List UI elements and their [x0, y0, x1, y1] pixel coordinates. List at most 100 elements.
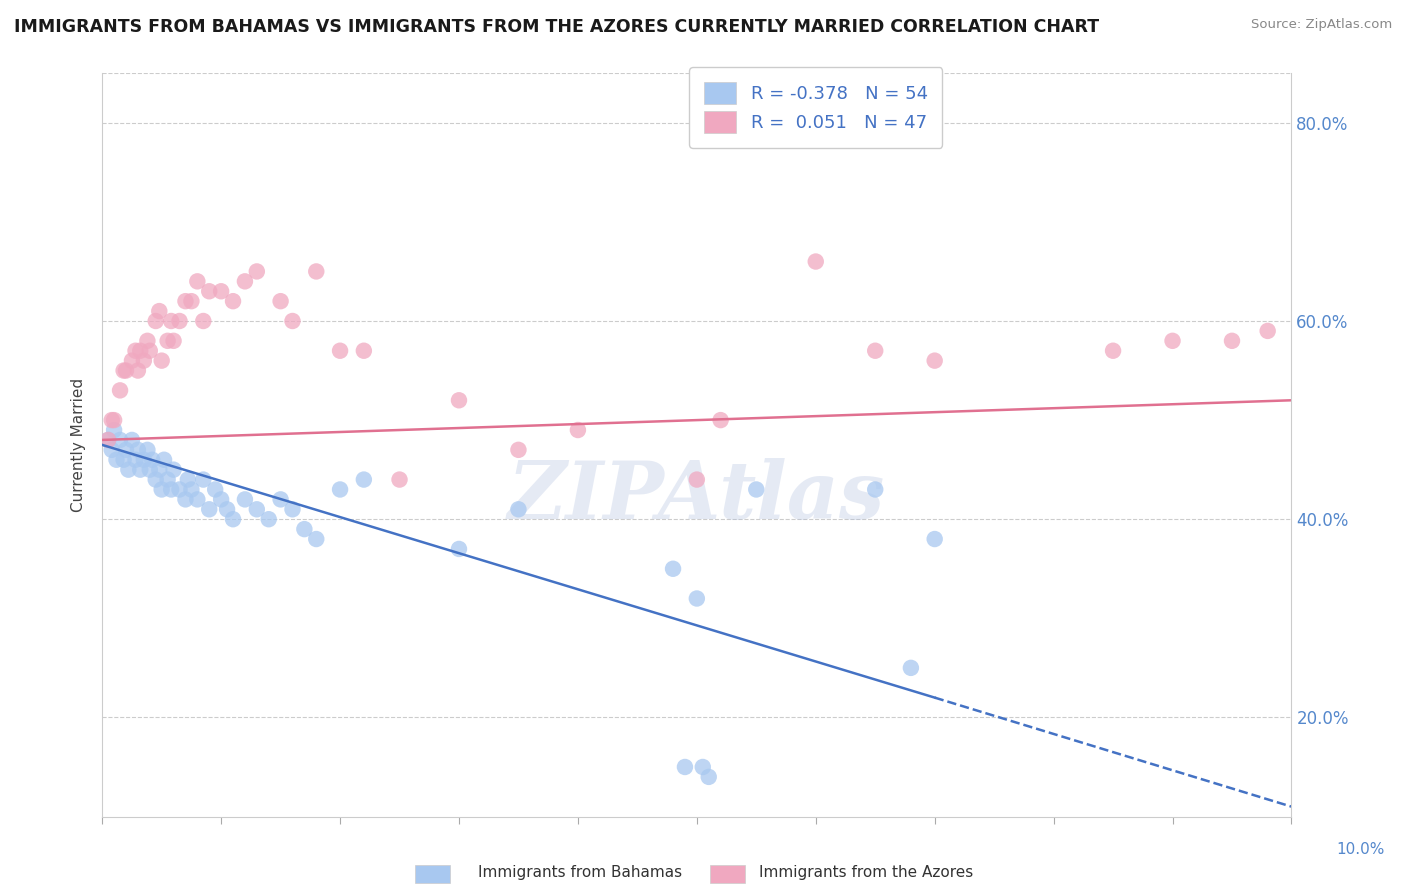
Point — [169, 483, 191, 497]
Point — [153, 452, 176, 467]
Point — [180, 483, 202, 497]
Point — [150, 353, 173, 368]
Point — [447, 541, 470, 556]
Point — [112, 452, 135, 467]
Text: Immigrants from the Azores: Immigrants from the Azores — [759, 865, 973, 880]
Point — [508, 442, 530, 457]
Point — [673, 760, 696, 774]
Point — [198, 502, 221, 516]
Point — [204, 483, 226, 497]
Point — [117, 463, 139, 477]
Point — [145, 314, 167, 328]
Point — [233, 274, 256, 288]
Text: IMMIGRANTS FROM BAHAMAS VS IMMIGRANTS FROM THE AZORES CURRENTLY MARRIED CORRELAT: IMMIGRANTS FROM BAHAMAS VS IMMIGRANTS FR… — [14, 18, 1099, 36]
Point — [100, 442, 122, 457]
Point — [156, 334, 179, 348]
Point — [222, 294, 245, 309]
Point — [329, 483, 352, 497]
Point — [1161, 334, 1184, 348]
Point — [136, 334, 159, 348]
Point — [108, 384, 131, 398]
Point — [193, 473, 215, 487]
Point — [863, 343, 886, 358]
Point — [353, 343, 375, 358]
Point — [97, 433, 120, 447]
Point — [388, 473, 411, 487]
Point — [1102, 343, 1125, 358]
Point — [900, 661, 922, 675]
Point — [174, 492, 197, 507]
Point — [186, 274, 208, 288]
Point — [148, 463, 170, 477]
Point — [121, 353, 143, 368]
Point — [745, 483, 768, 497]
Point — [129, 343, 152, 358]
Point — [132, 452, 155, 467]
Point — [124, 343, 146, 358]
Point — [105, 452, 128, 467]
Point — [447, 393, 470, 408]
Point — [270, 492, 292, 507]
Point — [222, 512, 245, 526]
Point — [127, 363, 149, 377]
Point — [281, 314, 304, 328]
Point — [209, 492, 232, 507]
Point — [233, 492, 256, 507]
Point — [697, 770, 720, 784]
Point — [686, 473, 709, 487]
Point — [139, 463, 162, 477]
Text: Immigrants from Bahamas: Immigrants from Bahamas — [478, 865, 682, 880]
Point — [103, 423, 125, 437]
Point — [692, 760, 714, 774]
Point — [924, 353, 946, 368]
Point — [217, 502, 239, 516]
Point — [1220, 334, 1243, 348]
Point — [863, 483, 886, 497]
Point — [141, 452, 163, 467]
Point — [121, 433, 143, 447]
Point — [186, 492, 208, 507]
Point — [103, 413, 125, 427]
Point — [924, 532, 946, 546]
Point — [150, 483, 173, 497]
Point — [567, 423, 589, 437]
Point — [115, 363, 138, 377]
Point — [177, 473, 200, 487]
Point — [169, 314, 191, 328]
Point — [353, 473, 375, 487]
Y-axis label: Currently Married: Currently Married — [72, 378, 86, 512]
Point — [160, 314, 183, 328]
Point — [270, 294, 292, 309]
Point — [162, 463, 184, 477]
Point — [180, 294, 202, 309]
Point — [305, 264, 328, 278]
Point — [132, 353, 155, 368]
Point — [508, 502, 530, 516]
Point — [156, 473, 179, 487]
Point — [148, 304, 170, 318]
Point — [292, 522, 315, 536]
Point — [108, 433, 131, 447]
Point — [281, 502, 304, 516]
Point — [305, 532, 328, 546]
Point — [160, 483, 183, 497]
Point — [209, 285, 232, 299]
Point — [193, 314, 215, 328]
Point — [162, 334, 184, 348]
Point — [198, 285, 221, 299]
Point — [139, 343, 162, 358]
Point — [127, 442, 149, 457]
Point — [329, 343, 352, 358]
Point — [100, 413, 122, 427]
Point — [686, 591, 709, 606]
Point — [129, 463, 152, 477]
Point — [1257, 324, 1279, 338]
Point — [174, 294, 197, 309]
Point — [246, 502, 269, 516]
Point — [136, 442, 159, 457]
Legend: R = -0.378   N = 54, R =  0.051   N = 47: R = -0.378 N = 54, R = 0.051 N = 47 — [689, 68, 942, 147]
Text: Source: ZipAtlas.com: Source: ZipAtlas.com — [1251, 18, 1392, 31]
Text: 10.0%: 10.0% — [1337, 842, 1385, 856]
Point — [124, 452, 146, 467]
Point — [97, 433, 120, 447]
